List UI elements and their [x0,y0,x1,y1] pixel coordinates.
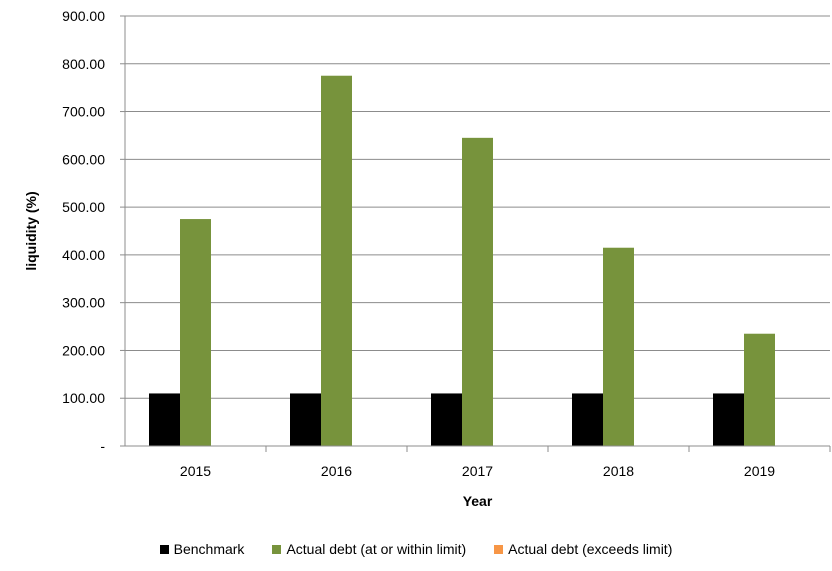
legend-label: Benchmark [173,541,245,557]
bar-actual-debt-at-or-within-limit-2019 [744,333,775,446]
legend-swatch [159,544,169,554]
axes [120,15,831,452]
x-axis-title: Year [463,493,493,509]
tick-labels: - 100.00 200.00 300.00 400.00 500.00 600.00 700… [62,8,775,479]
y-tick-label: 100.00 [62,390,105,406]
bar-benchmark-2016 [290,393,321,446]
legend-swatch [272,544,282,554]
legend-label: Actual debt (exceeds limit) [508,541,673,557]
bar-benchmark-2017 [431,393,462,446]
legend: Benchmark Actual debt (at or within limit… [0,541,832,557]
x-tick-label: 2018 [603,463,634,479]
x-tick-label: 2019 [744,463,775,479]
legend-swatch [494,544,504,554]
y-tick-label: 500.00 [62,199,105,215]
y-tick-label: 700.00 [62,104,105,120]
y-tick-label: 400.00 [62,247,105,263]
y-tick-label: 300.00 [62,295,105,311]
bar-actual-debt-at-or-within-limit-2016 [321,75,352,446]
bar-benchmark-2015 [149,393,180,446]
legend-item: Benchmark [159,541,245,557]
bar-actual-debt-at-or-within-limit-2017 [462,137,493,447]
y-tick-label: 200.00 [62,342,105,358]
y-tick-label: 900.00 [62,8,105,24]
legend-item: Actual debt (at or within limit) [272,541,466,557]
x-tick-label: 2016 [321,463,352,479]
y-tick-label: 600.00 [62,151,105,167]
x-tick-label: 2015 [180,463,211,479]
y-tick-label: 800.00 [62,56,105,72]
legend-item: Actual debt (exceeds limit) [494,541,672,557]
y-tick-label: - [100,438,105,454]
bar-benchmark-2019 [713,393,744,446]
legend-label: Actual debt (at or within limit) [286,541,467,557]
bar-actual-debt-at-or-within-limit-2018 [603,247,634,446]
y-axis-title: liquidity (%) [23,191,39,270]
bar-benchmark-2018 [572,393,603,446]
x-tick-label: 2017 [462,463,493,479]
bar-actual-debt-at-or-within-limit-2015 [180,219,211,446]
bars [149,75,775,447]
